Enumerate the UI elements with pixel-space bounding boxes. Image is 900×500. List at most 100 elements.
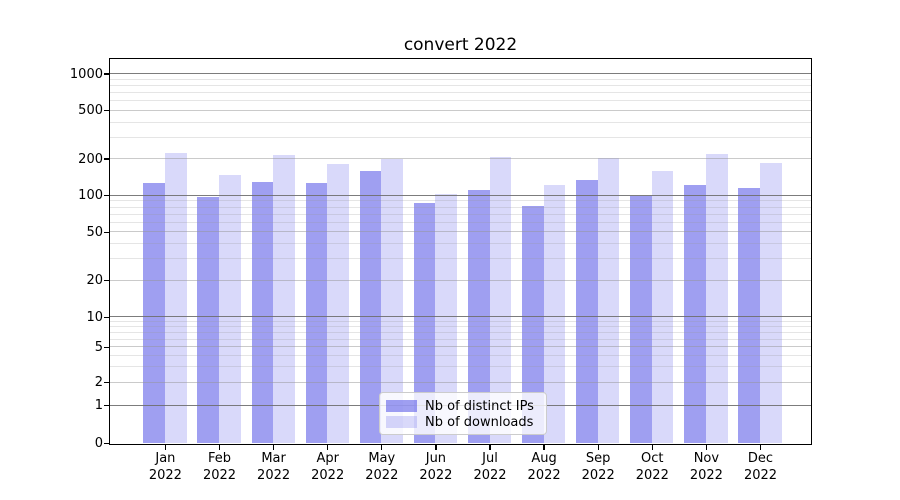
bar-downloads-nov xyxy=(705,153,728,444)
minor-gridline xyxy=(109,258,811,260)
x-tick-label: Feb 2022 xyxy=(202,451,237,483)
x-tick-label: Jul 2022 xyxy=(473,451,507,483)
minor-gridline xyxy=(109,331,811,333)
x-tick-mark xyxy=(705,444,708,450)
minor-gridline xyxy=(109,243,811,245)
bar-downloads-dec xyxy=(760,163,782,444)
x-tick-label: Sep 2022 xyxy=(581,451,615,483)
minor-gridline xyxy=(109,84,811,86)
x-tick-label: Jan 2022 xyxy=(148,451,182,483)
major-gridline xyxy=(109,279,811,281)
x-tick-mark xyxy=(543,444,545,450)
y-tick-mark xyxy=(103,73,110,75)
bar-ips-aug xyxy=(522,206,544,444)
minor-gridline xyxy=(109,366,811,368)
y-tick-label: 100 xyxy=(78,188,103,204)
y-tick-label: 2 xyxy=(94,375,103,391)
legend-label-distinct-ips: Nb of distinct IPs xyxy=(425,398,534,414)
minor-gridline xyxy=(109,100,811,102)
y-tick-mark xyxy=(103,158,110,160)
bar-ips-apr xyxy=(305,183,328,444)
bar-ips-jan xyxy=(143,182,165,444)
minor-gridline xyxy=(109,320,811,322)
legend: Nb of distinct IPs Nb of downloads xyxy=(379,392,547,435)
y-tick-label: 200 xyxy=(78,151,103,167)
x-tick-mark xyxy=(164,444,167,450)
x-tick-label: Nov 2022 xyxy=(689,451,723,483)
x-tick-mark xyxy=(597,444,599,450)
y-tick-mark xyxy=(103,346,110,348)
minor-gridline xyxy=(109,338,811,340)
major-gridline xyxy=(109,158,811,160)
legend-swatch-distinct-ips-icon xyxy=(386,400,417,412)
y-tick-label: 50 xyxy=(86,224,103,240)
y-tick-label: 10 xyxy=(86,309,103,325)
y-tick-mark xyxy=(103,442,110,445)
y-tick-mark xyxy=(103,195,110,197)
minor-gridline xyxy=(109,326,811,328)
y-tick-label: 1000 xyxy=(69,66,103,82)
x-tick-label: May 2022 xyxy=(365,451,399,483)
x-tick-mark xyxy=(381,444,383,450)
legend-swatch-downloads-icon xyxy=(386,416,417,428)
x-tick-mark xyxy=(272,444,275,450)
bar-ips-jun xyxy=(413,202,436,444)
bar-downloads-feb xyxy=(219,174,241,444)
minor-gridline xyxy=(109,200,811,202)
x-tick-mark xyxy=(218,444,221,450)
y-tick-mark xyxy=(103,316,110,318)
x-tick-label: Oct 2022 xyxy=(635,451,669,483)
minor-gridline xyxy=(109,136,811,138)
y-tick-label: 5 xyxy=(94,339,103,355)
bar-downloads-jan xyxy=(164,153,187,444)
y-tick-mark xyxy=(103,280,110,282)
major-gridline xyxy=(109,346,811,348)
x-tick-mark xyxy=(651,444,653,450)
bar-ips-feb xyxy=(197,196,220,444)
minor-gridline xyxy=(109,355,811,356)
y-tick-mark xyxy=(103,109,110,112)
bar-downloads-jul xyxy=(489,156,512,444)
major-gridline xyxy=(109,194,811,196)
bar-ips-nov xyxy=(684,184,706,444)
bar-downloads-apr xyxy=(327,163,349,444)
x-tick-mark xyxy=(435,444,437,450)
legend-item-downloads: Nb of downloads xyxy=(386,414,540,430)
minor-gridline xyxy=(109,221,811,223)
y-tick-label: 0 xyxy=(94,436,103,451)
x-tick-label: Mar 2022 xyxy=(257,451,291,483)
y-tick-label: 20 xyxy=(86,273,103,289)
bar-downloads-sep xyxy=(597,158,620,444)
x-tick-label: Dec 2022 xyxy=(743,451,778,483)
bar-downloads-oct xyxy=(651,171,674,444)
bar-ips-may xyxy=(359,171,382,444)
y-tick-label: 500 xyxy=(78,103,103,119)
legend-label-downloads: Nb of downloads xyxy=(425,414,534,430)
bar-downloads-aug xyxy=(543,185,566,444)
minor-gridline xyxy=(109,213,811,215)
minor-gridline xyxy=(109,91,811,93)
x-tick-label: Jun 2022 xyxy=(419,451,453,483)
legend-item-distinct-ips: Nb of distinct IPs xyxy=(386,398,540,414)
major-gridline xyxy=(109,109,811,111)
major-gridline xyxy=(109,381,811,383)
x-tick-mark xyxy=(759,444,762,450)
x-tick-label: Apr 2022 xyxy=(311,451,345,483)
x-tick-label: Aug 2022 xyxy=(527,451,561,483)
bar-ips-dec xyxy=(738,188,761,444)
plot-area xyxy=(108,58,812,445)
y-tick-mark xyxy=(103,404,110,407)
x-tick-mark xyxy=(489,444,491,450)
bar-ips-mar xyxy=(251,181,274,444)
major-gridline xyxy=(109,316,811,318)
y-tick-mark xyxy=(103,382,110,384)
bar-ips-oct xyxy=(630,196,652,444)
minor-gridline xyxy=(109,78,811,80)
major-gridline xyxy=(109,231,811,233)
chart-title: convert 2022 xyxy=(403,35,518,55)
y-tick-mark xyxy=(103,231,110,233)
bar-downloads-may xyxy=(381,158,403,444)
bar-downloads-mar xyxy=(273,154,295,444)
minor-gridline xyxy=(109,121,811,123)
